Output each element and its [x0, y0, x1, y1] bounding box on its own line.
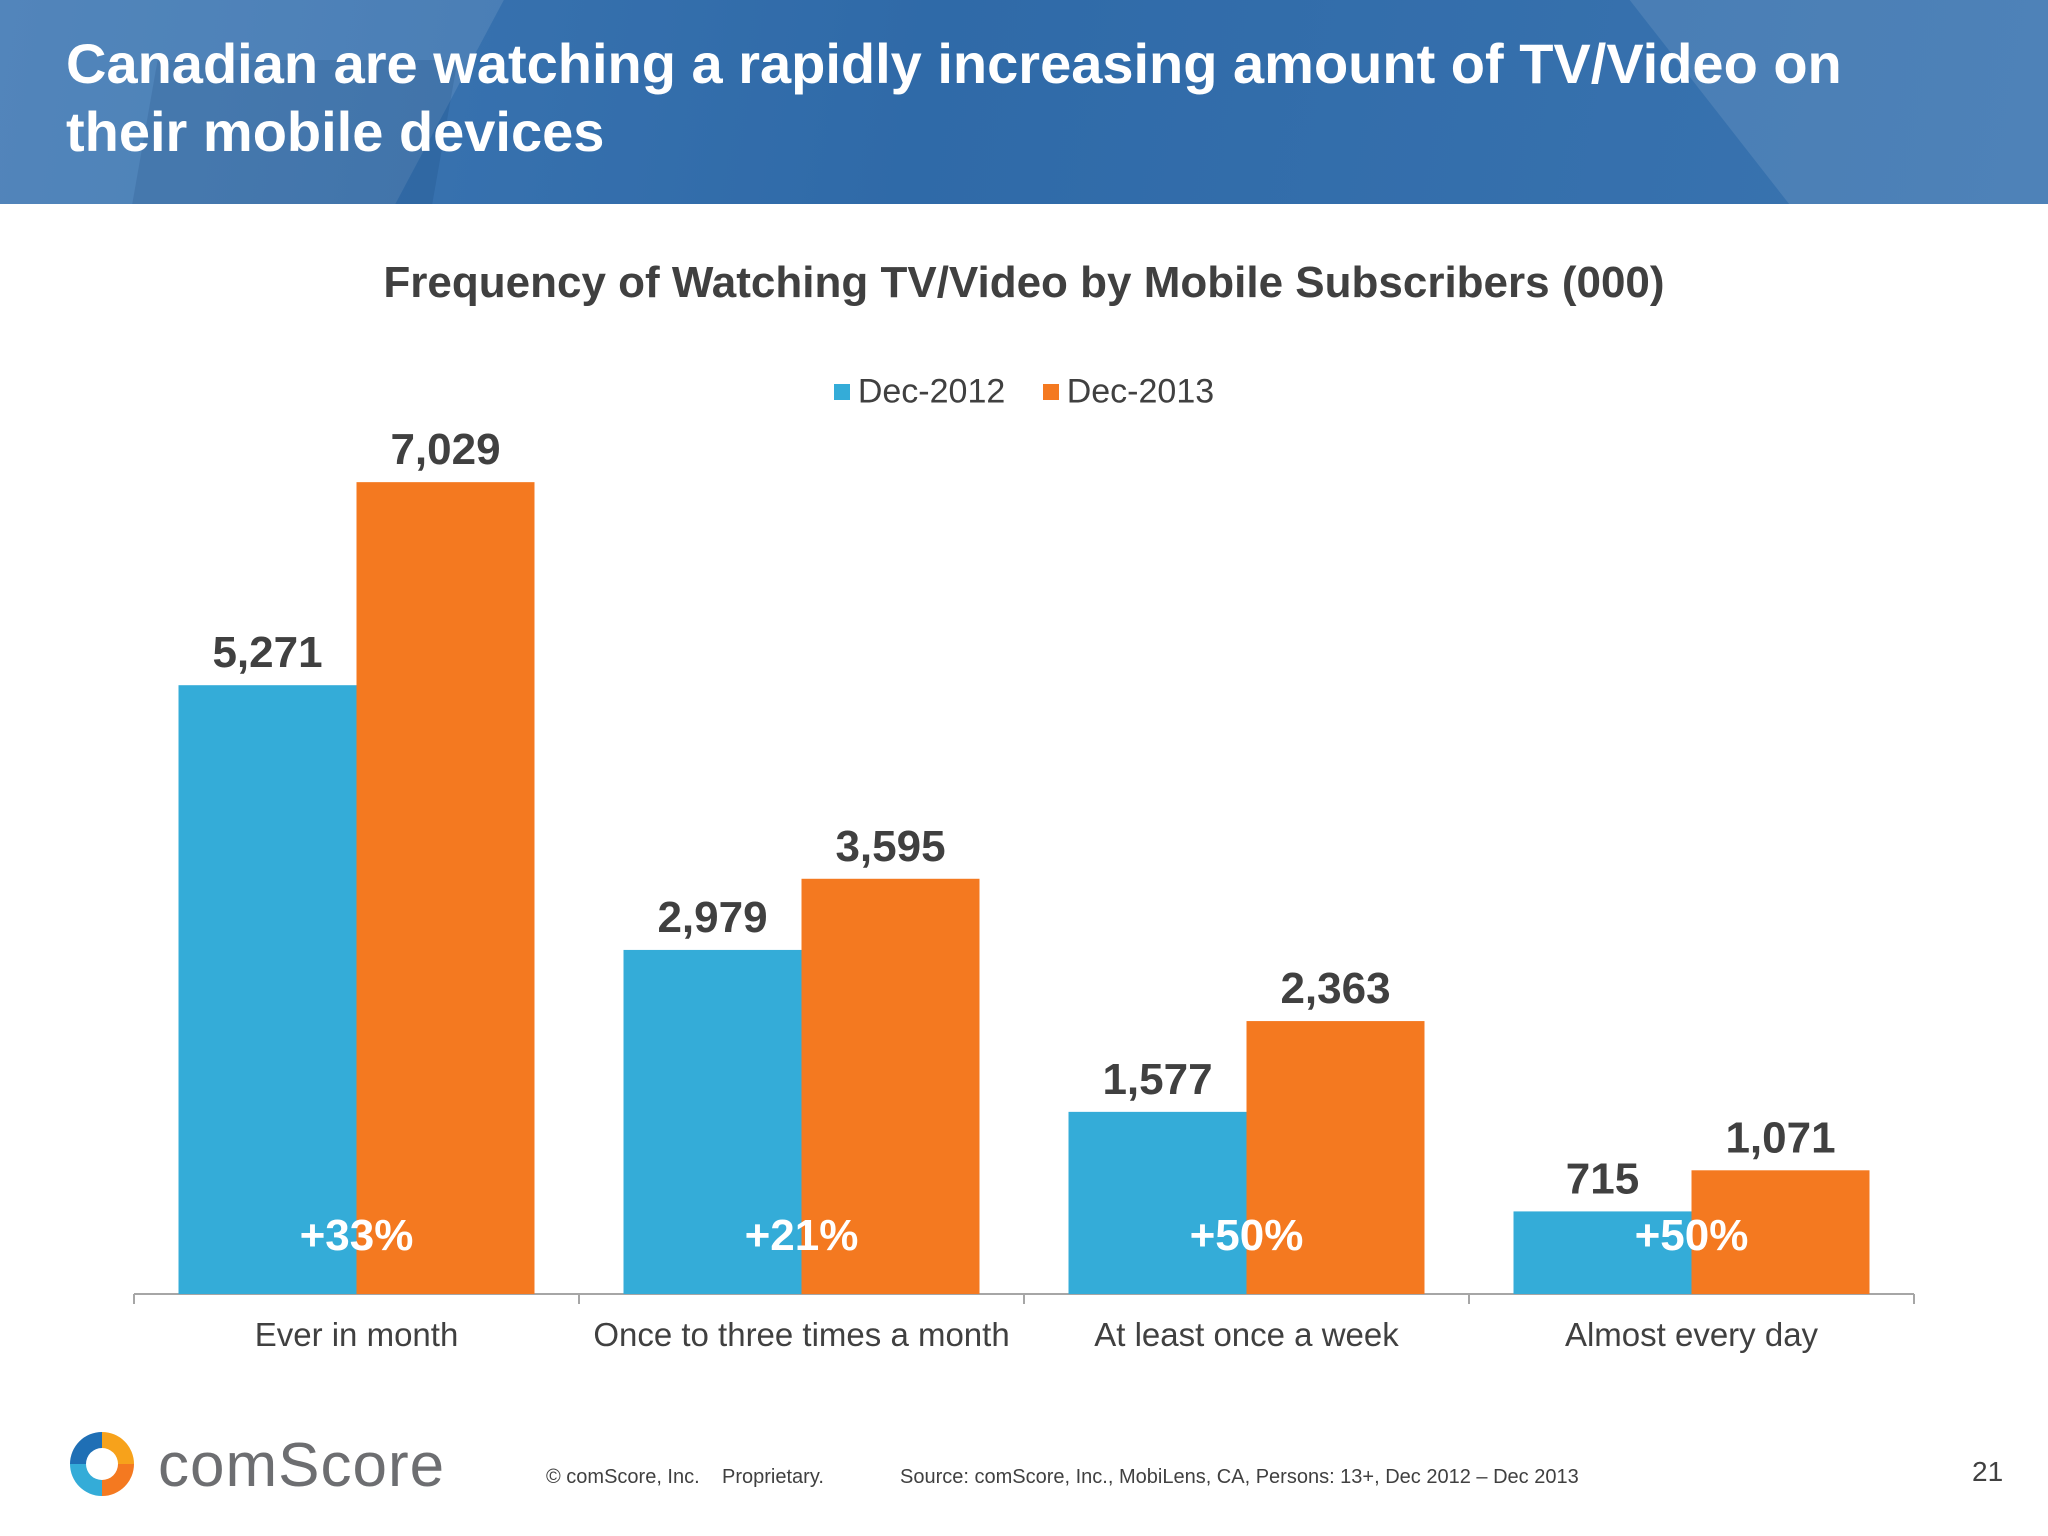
- bar-chart: 5,271 7,029 +33% Ever in month 2,979 3,595 +21…: [133, 425, 1915, 1353]
- bar-dec-2013: [1246, 1021, 1425, 1294]
- footer-source: Source: comScore, Inc., MobiLens, CA, Pe…: [900, 1466, 1579, 1488]
- data-label-dec-2012: 2,979: [657, 893, 767, 942]
- legend-entry-dec-2013: Dec-2013: [1042, 371, 1215, 412]
- x-tick-label: Almost every day: [1565, 1316, 1819, 1353]
- title-banner: Canadian are watching a rapidly increasi…: [0, 0, 2048, 204]
- growth-label: +21%: [745, 1211, 859, 1260]
- x-tick-label: Ever in month: [255, 1316, 459, 1353]
- comscore-brand: comScore: [158, 1431, 446, 1500]
- bar-dec-2013: [1691, 1170, 1870, 1294]
- bar-dec-2013: [356, 482, 535, 1294]
- data-label-dec-2013: 2,363: [1280, 964, 1390, 1013]
- data-label-dec-2012: 5,271: [212, 628, 322, 677]
- bar-dec-2012: [1068, 1111, 1247, 1294]
- legend-label-dec-2012: Dec-2012: [857, 372, 1006, 411]
- legend-swatch-dec-2012: [833, 383, 850, 400]
- bar-dec-2012: [623, 949, 802, 1294]
- footer-copyright: © comScore, Inc.: [546, 1466, 700, 1488]
- x-tick-label: Once to three times a month: [593, 1316, 1009, 1353]
- x-tick-label: At least once a week: [1094, 1316, 1399, 1353]
- bar-dec-2012: [178, 685, 357, 1294]
- growth-label: +50%: [1635, 1211, 1749, 1260]
- legend-entry-dec-2012: Dec-2012: [833, 371, 1006, 412]
- legend-label-dec-2013: Dec-2013: [1066, 372, 1215, 411]
- data-label-dec-2013: 3,595: [835, 822, 945, 871]
- growth-label: +33%: [300, 1211, 414, 1260]
- chart-title: Frequency of Watching TV/Video by Mobile…: [383, 258, 1665, 307]
- bar-dec-2012: [1513, 1211, 1692, 1294]
- data-label-dec-2013: 7,029: [390, 425, 500, 474]
- comscore-logo-icon: [70, 1432, 134, 1496]
- data-label-dec-2012: 715: [1566, 1154, 1639, 1203]
- data-label-dec-2012: 1,577: [1102, 1055, 1212, 1104]
- legend-swatch-dec-2013: [1042, 383, 1059, 400]
- chart-legend: Dec-2012 Dec-2013: [0, 370, 2048, 411]
- bar-dec-2013: [801, 878, 980, 1294]
- data-label-dec-2013: 1,071: [1725, 1113, 1835, 1162]
- slide-title: Canadian are watching a rapidly increasi…: [66, 32, 1842, 163]
- page-number: 21: [1972, 1456, 2004, 1487]
- growth-label: +50%: [1190, 1211, 1304, 1260]
- footer-proprietary: Proprietary.: [722, 1466, 824, 1488]
